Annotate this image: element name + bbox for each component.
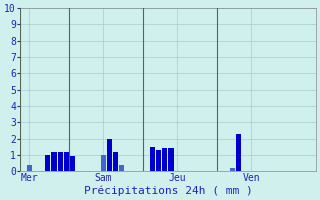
Bar <box>51 152 57 171</box>
Bar <box>150 147 155 171</box>
Bar <box>162 148 167 171</box>
Bar <box>168 148 174 171</box>
Bar <box>58 152 63 171</box>
Bar <box>119 165 124 171</box>
Bar <box>156 150 161 171</box>
Bar <box>230 168 235 171</box>
Bar <box>70 156 75 171</box>
Bar <box>107 139 112 171</box>
Bar <box>101 155 106 171</box>
Bar <box>45 155 51 171</box>
X-axis label: Précipitations 24h ( mm ): Précipitations 24h ( mm ) <box>84 185 252 196</box>
Bar <box>236 134 241 171</box>
Bar <box>64 152 69 171</box>
Bar <box>113 152 118 171</box>
Bar <box>27 165 32 171</box>
